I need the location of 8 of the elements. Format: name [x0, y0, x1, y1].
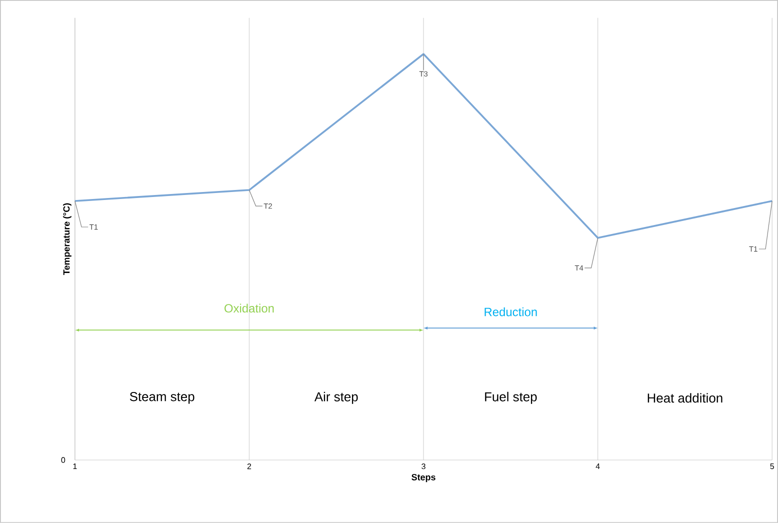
- x-axis-title: Steps: [412, 474, 436, 482]
- annotation: Heat addition: [648, 393, 722, 403]
- annotation: Oxidation: [224, 304, 274, 313]
- annotation: Air step: [314, 392, 358, 404]
- annotation: Steam step: [130, 392, 194, 404]
- annotation: Fuel step: [485, 392, 537, 404]
- annotation: Reduction: [484, 307, 537, 316]
- y-axis-title: Temperature (°C): [63, 203, 72, 275]
